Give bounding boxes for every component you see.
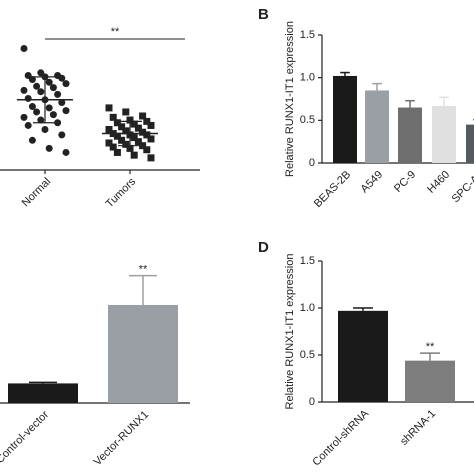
point (28, 136, 36, 144)
x-tick-label: BEAS-2B (312, 169, 353, 210)
point (113, 119, 121, 127)
significance: ** (111, 26, 120, 38)
point (62, 107, 70, 115)
point (143, 117, 151, 125)
point (147, 135, 155, 143)
significance: ** (139, 264, 148, 276)
point (143, 131, 151, 139)
point (62, 148, 70, 156)
point (113, 148, 121, 156)
x-tick-label: Control-vector (0, 408, 51, 466)
point (24, 94, 32, 102)
point (24, 121, 32, 129)
point (147, 154, 155, 162)
point (143, 146, 151, 154)
point (49, 111, 57, 119)
x-tick-label: Control-shRNA (310, 407, 371, 468)
significance: ** (426, 341, 435, 353)
bar (338, 310, 388, 402)
bar (432, 105, 456, 163)
point (118, 136, 126, 144)
x-tick-label: PC-9 (392, 169, 418, 195)
y-tick-label: 0.5 (300, 114, 315, 126)
point (130, 151, 138, 159)
x-tick-label: SPC-A1 (450, 169, 474, 206)
point (49, 84, 57, 92)
panel-label: D (258, 239, 269, 256)
point (45, 104, 53, 112)
point (105, 139, 113, 147)
point (113, 132, 121, 140)
x-tick-label: Tumors (104, 175, 139, 210)
x-tick-label: H460 (425, 169, 452, 196)
point (45, 144, 53, 152)
point (122, 140, 130, 148)
point (122, 108, 130, 116)
y-tick-label: 1.5 (300, 255, 315, 267)
point (58, 74, 66, 82)
x-tick-label: Vector-RUNX1 (92, 409, 151, 468)
y-tick-label: 0.5 (300, 349, 315, 361)
point (139, 128, 147, 136)
bar (405, 360, 455, 402)
y-axis-label: Relative RUNX1-IT1 expression (284, 254, 296, 410)
point (130, 120, 138, 128)
y-tick-label: 1.5 (300, 29, 315, 41)
y-axis-label: Relative RUNX1-IT1 expression (284, 21, 296, 177)
point (105, 126, 113, 133)
point (105, 104, 113, 112)
point (134, 124, 142, 132)
point (139, 142, 147, 150)
bar (365, 90, 389, 163)
point (20, 86, 28, 94)
point (122, 127, 130, 135)
point (20, 113, 28, 121)
point (147, 121, 155, 129)
y-tick-label: 0 (309, 157, 315, 169)
point (41, 126, 49, 133)
point (118, 123, 126, 131)
point (33, 82, 41, 90)
point (109, 113, 117, 121)
point (37, 116, 45, 124)
point (45, 78, 53, 86)
y-tick-label: 1.0 (300, 72, 315, 84)
point (28, 103, 36, 111)
x-tick-label: A549 (359, 169, 386, 196)
point (62, 80, 70, 88)
point (20, 45, 28, 52)
bar (466, 124, 474, 163)
point (139, 112, 147, 120)
point (33, 108, 41, 116)
point (130, 134, 138, 142)
point (109, 143, 117, 151)
panel-label: B (258, 6, 269, 23)
point (126, 144, 134, 152)
bar (8, 383, 78, 403)
point (126, 116, 134, 124)
point (37, 88, 45, 96)
point (58, 99, 66, 106)
bar (398, 107, 422, 163)
point (58, 131, 66, 139)
point (54, 90, 62, 98)
bar (108, 305, 178, 403)
point (54, 119, 62, 127)
y-tick-label: 1.0 (300, 302, 315, 314)
x-tick-label: Normal (20, 176, 54, 210)
point (28, 76, 36, 84)
y-tick-label: 0 (309, 396, 315, 408)
x-tick-label: shRNA-1 (398, 408, 438, 448)
point (134, 138, 142, 146)
bar (333, 75, 357, 163)
